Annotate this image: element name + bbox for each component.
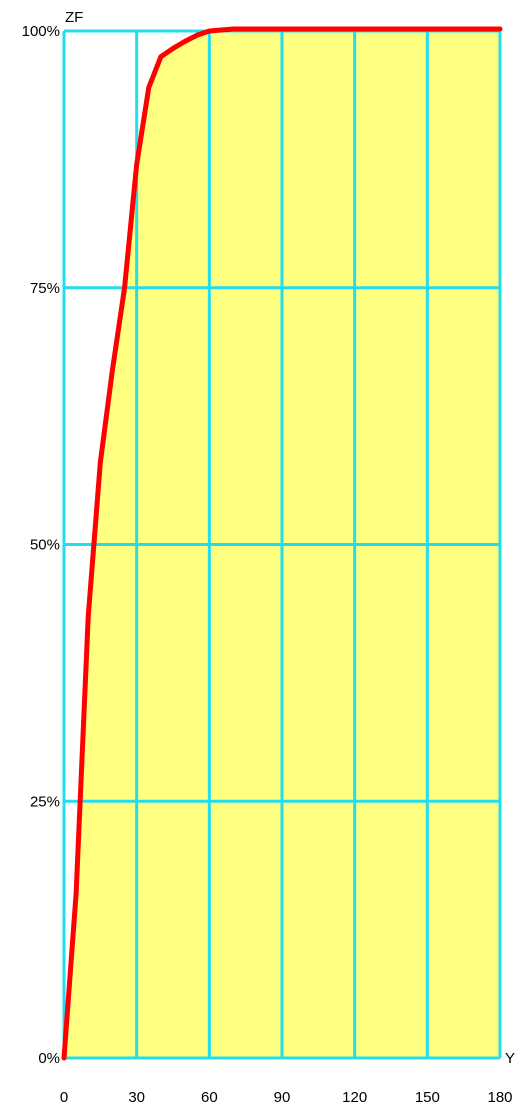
x-tick-label: 180: [487, 1089, 512, 1106]
x-tick-label: 30: [128, 1089, 145, 1106]
y-axis-ticks: 0% 25% 50% 75% 100%: [22, 23, 60, 1067]
data-line: [61, 26, 503, 1061]
x-axis-label: Y: [505, 1050, 515, 1067]
grid: [62, 29, 502, 1060]
y-tick-label: 75%: [30, 280, 60, 297]
y-tick-label: 0%: [38, 1050, 60, 1067]
x-tick-label: 120: [342, 1089, 367, 1106]
x-tick-label: 60: [201, 1089, 218, 1106]
x-tick-label: 0: [60, 1089, 68, 1106]
y-axis-label: ZF: [65, 9, 83, 26]
x-tick-label: 150: [415, 1089, 440, 1106]
y-tick-label: 25%: [30, 793, 60, 810]
x-axis-ticks: 0 30 60 90 120 150 180: [60, 1089, 513, 1106]
x-tick-label: 90: [274, 1089, 291, 1106]
y-tick-label: 50%: [30, 537, 60, 554]
y-tick-label: 100%: [22, 23, 60, 40]
